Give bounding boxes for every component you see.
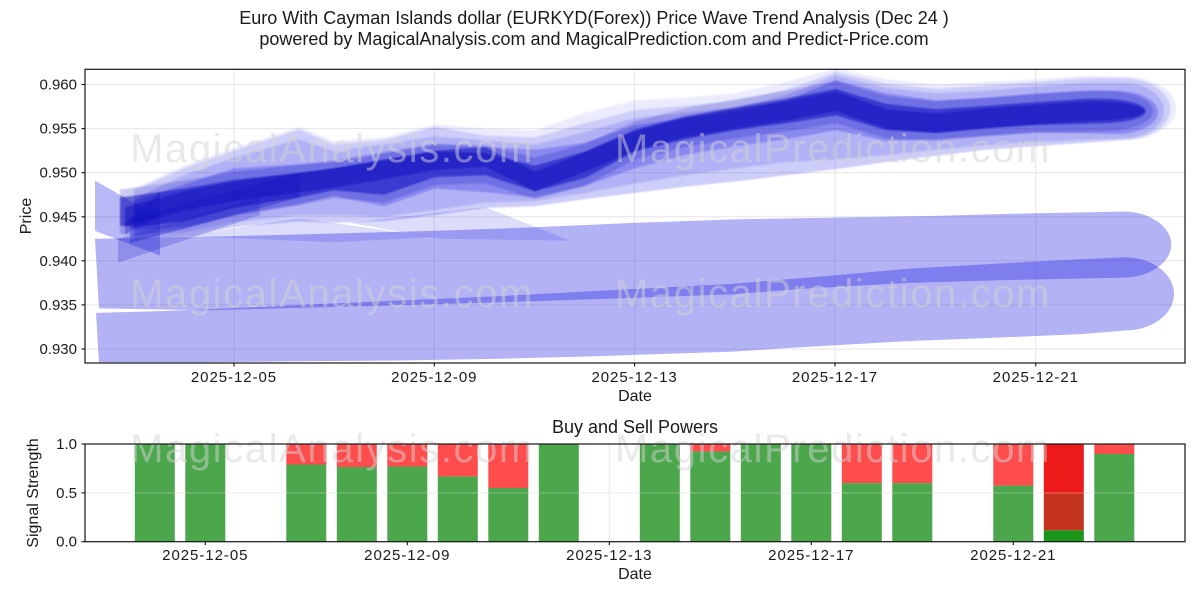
svg-text:MagicalAnalysis.com: MagicalAnalysis.com bbox=[130, 127, 534, 171]
svg-text:0.945: 0.945 bbox=[39, 209, 77, 226]
svg-text:MagicalPrediction.com: MagicalPrediction.com bbox=[615, 127, 1051, 171]
svg-text:2025-12-09: 2025-12-09 bbox=[391, 369, 477, 386]
svg-text:2025-12-21: 2025-12-21 bbox=[993, 369, 1079, 386]
svg-text:0.935: 0.935 bbox=[39, 297, 77, 314]
svg-text:Date: Date bbox=[618, 566, 652, 583]
svg-text:MagicalPrediction.com: MagicalPrediction.com bbox=[615, 272, 1051, 316]
svg-text:2025-12-13: 2025-12-13 bbox=[566, 547, 652, 564]
svg-text:MagicalAnalysis.com: MagicalAnalysis.com bbox=[130, 272, 534, 316]
svg-text:2025-12-21: 2025-12-21 bbox=[970, 547, 1056, 564]
svg-text:MagicalAnalysis.com: MagicalAnalysis.com bbox=[130, 427, 534, 471]
svg-text:0.940: 0.940 bbox=[39, 253, 77, 270]
svg-text:Signal Strength: Signal Strength bbox=[25, 438, 42, 547]
svg-text:0.960: 0.960 bbox=[39, 77, 77, 94]
svg-text:Price: Price bbox=[18, 198, 35, 235]
svg-text:1.0: 1.0 bbox=[56, 436, 77, 453]
svg-text:2025-12-17: 2025-12-17 bbox=[792, 369, 878, 386]
svg-text:Date: Date bbox=[618, 388, 652, 405]
svg-text:0.0: 0.0 bbox=[56, 534, 77, 551]
svg-text:0.930: 0.930 bbox=[39, 341, 77, 358]
svg-text:0.950: 0.950 bbox=[39, 165, 77, 182]
svg-text:2025-12-13: 2025-12-13 bbox=[591, 369, 677, 386]
svg-text:MagicalPrediction.com: MagicalPrediction.com bbox=[615, 427, 1051, 471]
svg-text:0.5: 0.5 bbox=[56, 485, 77, 502]
svg-text:2025-12-05: 2025-12-05 bbox=[191, 369, 277, 386]
svg-text:powered by MagicalAnalysis.com: powered by MagicalAnalysis.com and Magic… bbox=[259, 29, 928, 49]
svg-text:2025-12-05: 2025-12-05 bbox=[162, 547, 248, 564]
svg-text:0.955: 0.955 bbox=[39, 121, 77, 138]
svg-text:2025-12-09: 2025-12-09 bbox=[364, 547, 450, 564]
svg-text:Buy and Sell Powers: Buy and Sell Powers bbox=[552, 417, 718, 437]
svg-text:Euro With Cayman Islands dolla: Euro With Cayman Islands dollar (EURKYD(… bbox=[239, 8, 949, 28]
svg-text:2025-12-17: 2025-12-17 bbox=[768, 547, 854, 564]
